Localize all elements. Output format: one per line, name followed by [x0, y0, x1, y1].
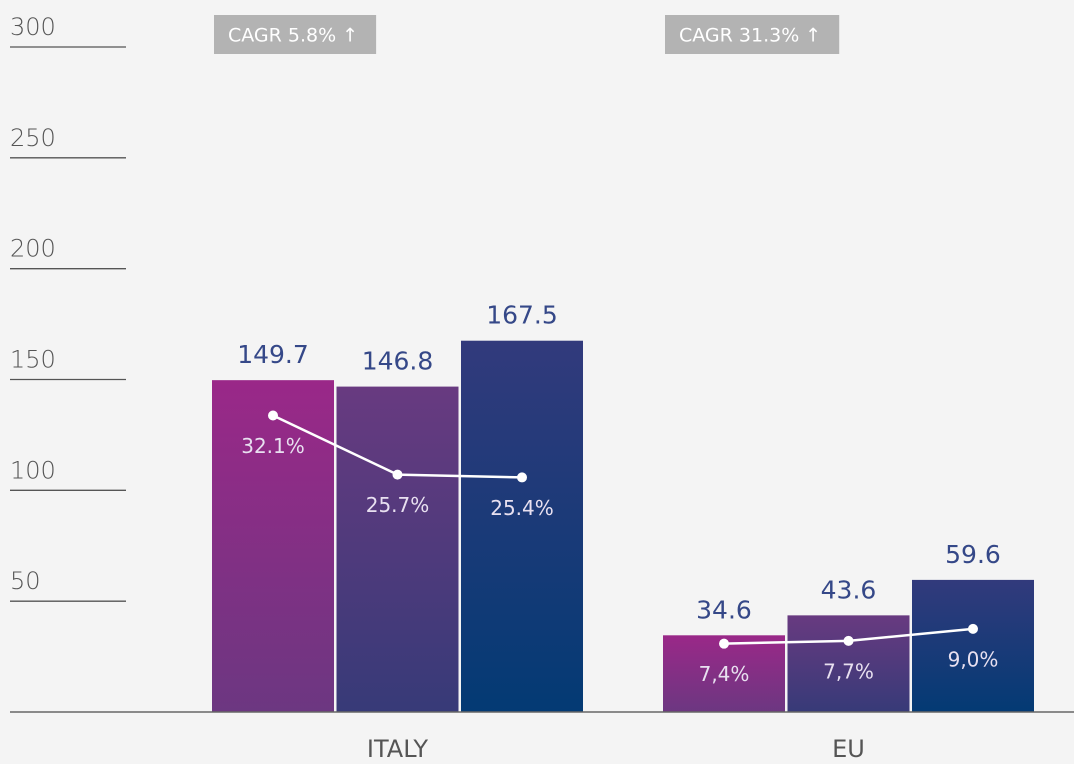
rate-point — [719, 638, 729, 649]
bar — [461, 340, 583, 712]
annotation-box — [665, 15, 840, 54]
rate-label: 7,7% — [823, 659, 874, 683]
bar-value-label: 59.6 — [945, 540, 1001, 569]
rate-point — [843, 635, 854, 646]
rate-point — [517, 472, 527, 483]
bar-value-label: 167.5 — [486, 301, 558, 330]
x-tick-label: EU — [832, 735, 865, 763]
y-tick-label: 250 — [10, 124, 56, 152]
rate-label: 7,4% — [699, 662, 750, 686]
rate-label: 9,0% — [948, 647, 999, 671]
bar-value-label: 146.8 — [362, 347, 434, 376]
rate-label: 25.4% — [490, 496, 554, 520]
rate-point — [392, 469, 403, 480]
rate-point — [968, 623, 978, 634]
bar — [912, 579, 1034, 712]
y-tick-label: 300 — [10, 13, 56, 41]
bar-value-label: 43.6 — [821, 575, 877, 604]
rate-point — [268, 410, 278, 421]
y-tick-label: 200 — [10, 235, 56, 263]
bar-value-label: 34.6 — [696, 595, 752, 624]
y-tick-label: 100 — [10, 456, 56, 484]
bar-value-label: 149.7 — [237, 340, 309, 369]
bar — [787, 615, 910, 712]
rate-label: 25.7% — [366, 493, 430, 517]
bar — [336, 386, 459, 712]
annotation: CAGR 31.3% ↑ — [679, 25, 821, 47]
y-tick-label: 50 — [10, 567, 41, 595]
annotation: CAGR 5.8% ↑ — [228, 25, 358, 47]
x-tick-label: ITALY — [367, 735, 428, 763]
bar — [212, 380, 334, 712]
rate-label: 32.1% — [241, 434, 305, 458]
y-tick-label: 150 — [10, 346, 56, 374]
annotation-box — [214, 15, 377, 54]
